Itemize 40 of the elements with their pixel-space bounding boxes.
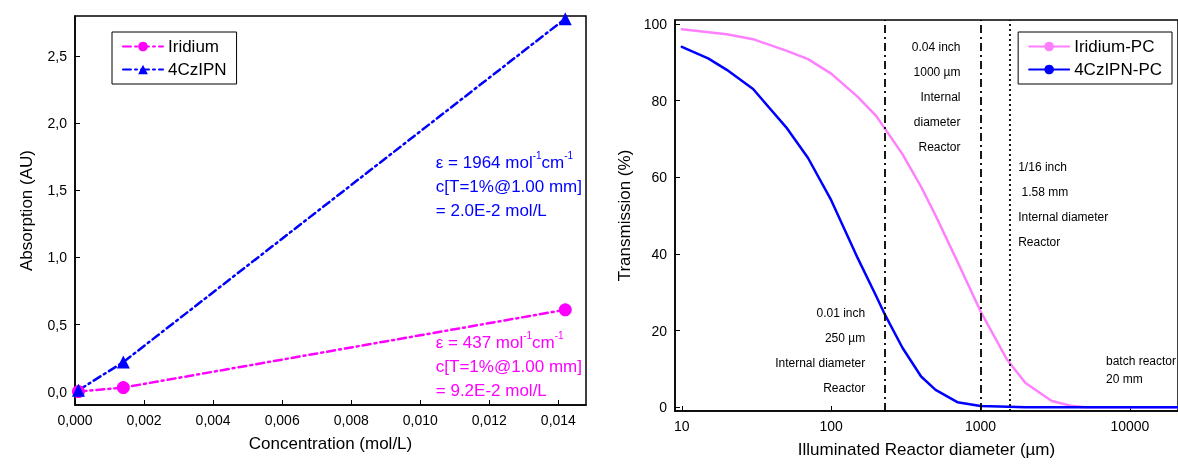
point [558,12,572,26]
y-tick-label: 100 [643,15,668,32]
ref-line-label: 0.01 inch 250 µm Internal diameter Reactor [775,305,866,395]
y-tick-label: 0,5 [47,316,68,333]
point [116,381,130,395]
x-tick-label: 100 [819,418,844,434]
y-tick-label: 2,5 [47,48,68,65]
point [558,303,572,317]
y-tick-label: 1,5 [47,182,68,199]
point [116,355,130,369]
x-axis-title: Illuminated Reactor diameter (µm) [797,440,1056,459]
y-axis-title: Transmission (%) [614,149,634,282]
y-axis-title: Absorption (AU) [17,150,36,271]
x-tick-label: 0,010 [402,412,438,428]
annotation: batch reactor 20 mm [1105,354,1177,386]
x-tick-label: 0,008 [333,412,369,428]
y-tick-label: 2,0 [47,115,68,132]
x-tick-label: 0,006 [264,412,300,428]
y-tick-label: 0,0 [47,383,68,400]
x-tick-label: 10 [674,418,690,434]
y-tick-label: 60 [651,169,668,186]
legend-label: Iridium-PC [1074,37,1155,56]
y-tick-label: 20 [651,322,668,339]
x-tick-label: 0,014 [540,412,577,428]
ref-line-label: 1/16 inch 1.58 mm Internal diameter Reactor [1018,159,1109,249]
x-tick-label: 1000 [964,418,997,434]
legend-label: 4CzIPN-PC [1074,60,1163,79]
x-tick-label: 0,004 [195,412,231,428]
ref-line-label: 0.04 inch 1000 µm Internal diameter Reactor [911,39,961,154]
y-tick-label: 80 [651,92,668,109]
x-tick-label: 0,002 [126,412,162,428]
x-axis-title: Concentration (mol/L) [248,434,413,453]
x-tick-label: 0,000 [57,412,93,428]
x-tick-label: 0,012 [471,412,508,428]
x-tick-label: 10000 [1110,418,1150,434]
legend-label: 4CzIPN [168,60,227,79]
y-tick-label: 40 [651,245,668,262]
y-tick-label: 0 [659,399,668,416]
y-tick-label: 1,0 [47,249,68,266]
legend-label: Iridium [168,37,220,56]
